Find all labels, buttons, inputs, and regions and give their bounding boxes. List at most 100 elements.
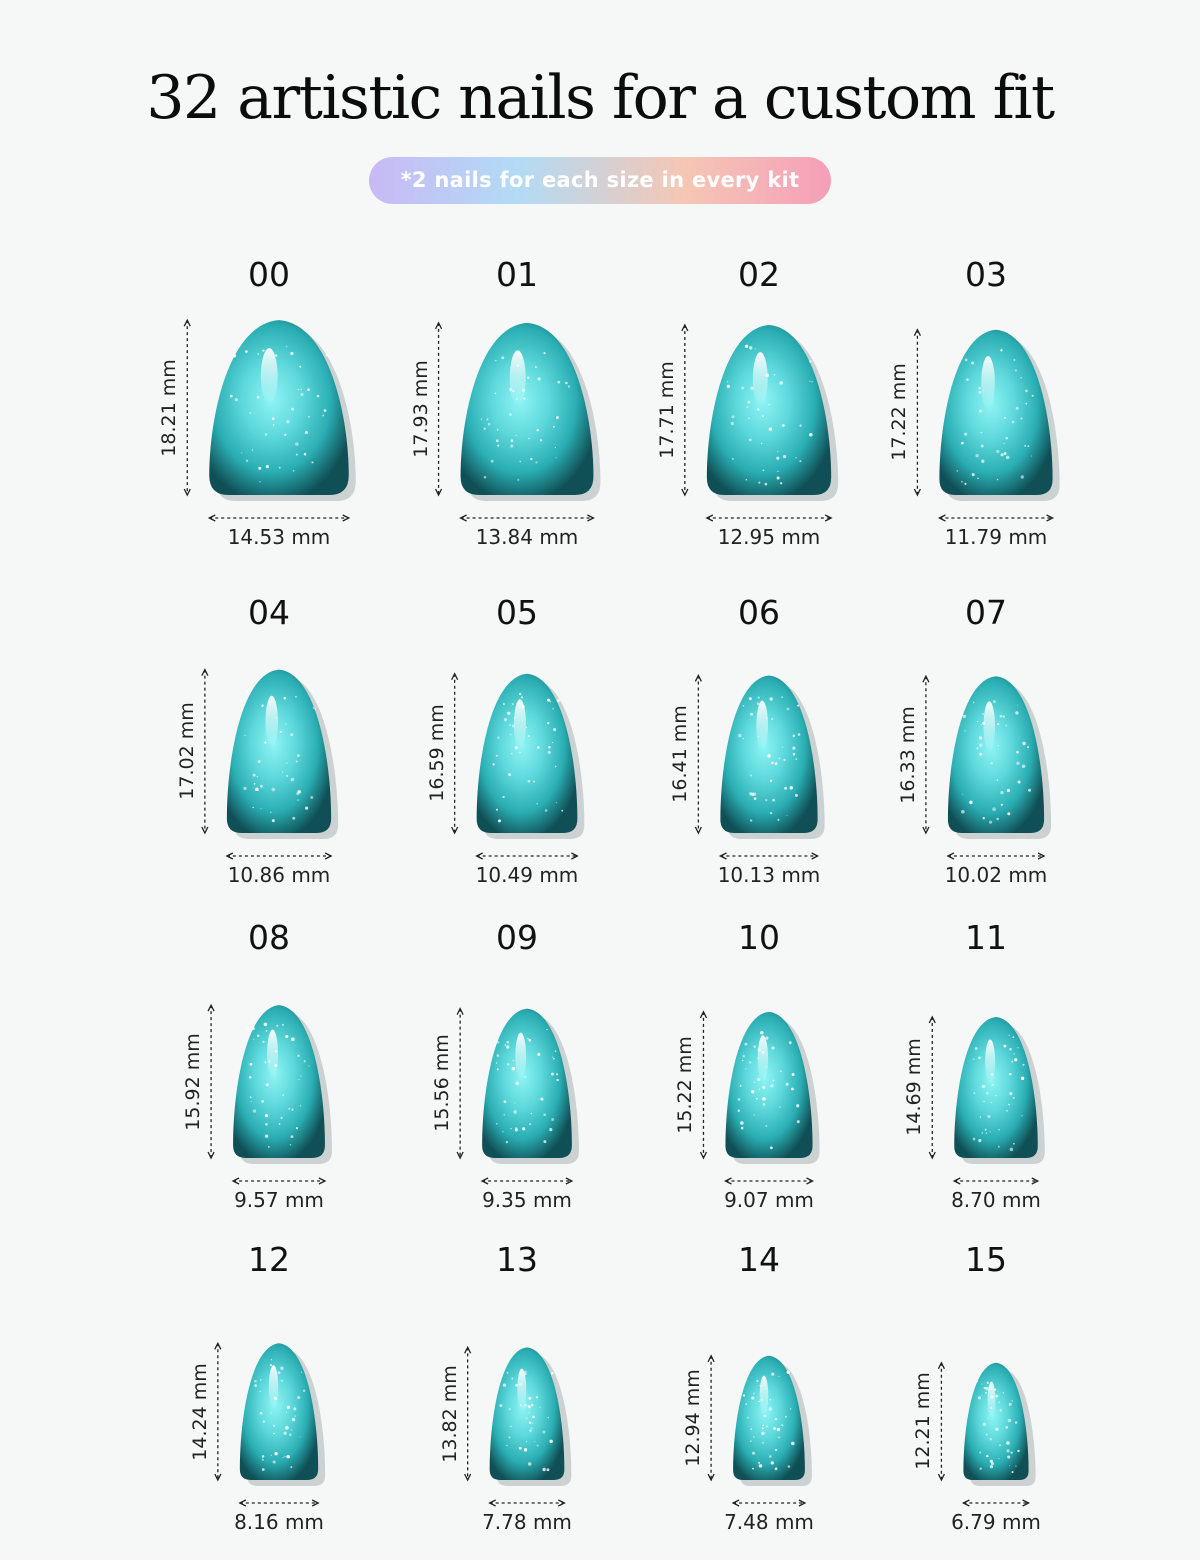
arrow-left-icon bbox=[705, 514, 714, 522]
nail-highlight bbox=[757, 1035, 769, 1083]
arrow-left-icon bbox=[231, 1177, 240, 1185]
arrow-down-icon bbox=[183, 488, 191, 497]
nail-size-card: 02 17.71 mm 12.95 mm bbox=[609, 255, 909, 575]
arrow-down-icon bbox=[922, 826, 930, 835]
arrow-down-icon bbox=[694, 826, 702, 835]
arrow-right-icon bbox=[565, 1177, 574, 1185]
nail-shape bbox=[239, 1343, 319, 1480]
nail-size-card: 03 17.22 mm 11.79 mm bbox=[836, 255, 1136, 575]
nail-length-label: 17.02 mm bbox=[175, 702, 198, 801]
arrow-right-icon bbox=[798, 1499, 807, 1507]
nail-size-number: 11 bbox=[965, 918, 1007, 957]
arrow-down-icon bbox=[913, 488, 921, 497]
arrow-right-icon bbox=[806, 1177, 814, 1185]
arrow-up-icon bbox=[937, 1361, 945, 1370]
nail-highlight bbox=[981, 356, 995, 410]
arrow-right-icon bbox=[311, 1499, 320, 1507]
nail-highlight bbox=[752, 352, 768, 407]
nail-size-card: 09 15.56 mm 9.35 mm bbox=[367, 918, 667, 1238]
nail-size-number: 09 bbox=[496, 918, 538, 957]
arrow-up-icon bbox=[707, 1354, 715, 1363]
nail-width-label: 9.07 mm bbox=[724, 1188, 814, 1212]
nail-length-label: 14.24 mm bbox=[188, 1362, 211, 1461]
nail-size-card: 01 17.93 mm 13.84 mm bbox=[367, 255, 667, 575]
glitter-sparkles bbox=[956, 349, 1036, 485]
glitter-sparkles bbox=[229, 345, 329, 483]
nail-size-number: 00 bbox=[248, 255, 290, 294]
nail-width-label: 10.86 mm bbox=[227, 863, 331, 887]
nail-size-card: 07 16.33 mm 10.02 mm bbox=[836, 593, 1136, 913]
nail-highlight bbox=[513, 699, 526, 751]
nail-illustration bbox=[694, 674, 825, 860]
arrow-down-icon bbox=[937, 1473, 945, 1482]
arrow-left-icon bbox=[718, 852, 727, 860]
nail-size-number: 10 bbox=[738, 918, 780, 957]
arrow-up-icon bbox=[464, 1345, 472, 1354]
arrow-left-icon bbox=[225, 852, 234, 860]
arrow-right-icon bbox=[1037, 852, 1046, 860]
glitter-sparkles bbox=[961, 697, 1031, 824]
arrow-up-icon bbox=[451, 672, 459, 681]
nail-illustration bbox=[937, 1361, 1036, 1507]
arrow-down-icon bbox=[707, 1473, 715, 1482]
nail-highlight bbox=[987, 1381, 996, 1420]
nail-size-card: 14 12.94 mm 7.48 mm bbox=[609, 1240, 909, 1560]
nail-size-number: 02 bbox=[738, 255, 780, 294]
nail-length-label: 15.92 mm bbox=[182, 1032, 205, 1131]
nail-illustration bbox=[434, 321, 601, 522]
arrow-up-icon bbox=[456, 1007, 464, 1015]
nail-length-label: 15.56 mm bbox=[431, 1034, 454, 1133]
arrow-up-icon bbox=[913, 328, 921, 336]
arrow-right-icon bbox=[1046, 514, 1055, 522]
nail-shape bbox=[725, 1011, 813, 1158]
nail-width-label: 7.48 mm bbox=[724, 1510, 814, 1534]
arrow-up-icon bbox=[434, 321, 443, 330]
nail-width-label: 9.57 mm bbox=[234, 1188, 324, 1212]
nail-length-label: 14.69 mm bbox=[903, 1038, 926, 1137]
kit-info-badge: *2 nails for each size in every kit bbox=[369, 157, 831, 204]
arrow-up-icon bbox=[699, 1010, 708, 1019]
arrow-left-icon bbox=[937, 514, 946, 522]
nail-shape bbox=[939, 329, 1053, 495]
arrow-up-icon bbox=[207, 1003, 215, 1012]
arrow-down-icon bbox=[214, 1473, 222, 1482]
nail-size-number: 03 bbox=[965, 255, 1007, 294]
glitter-sparkles bbox=[976, 1380, 1020, 1474]
nail-length-label: 15.22 mm bbox=[674, 1036, 697, 1134]
arrow-right-icon bbox=[1031, 1177, 1040, 1185]
arrow-right-icon bbox=[824, 514, 833, 522]
arrow-left-icon bbox=[207, 514, 216, 522]
nail-shape bbox=[209, 320, 349, 495]
nail-shape bbox=[706, 324, 832, 495]
nail-size-card: 15 12.21 mm 6.79 mm bbox=[836, 1240, 1136, 1560]
arrow-down-icon bbox=[464, 1473, 472, 1482]
nail-size-card: 06 16.41 mm 10.13 mm bbox=[609, 593, 909, 913]
glitter-sparkles bbox=[738, 696, 801, 822]
nail-size-card: 08 15.92 mm 9.57 mm bbox=[119, 918, 419, 1238]
nail-highlight bbox=[268, 1365, 279, 1409]
nail-illustration bbox=[913, 328, 1060, 522]
arrow-up-icon bbox=[201, 668, 209, 676]
arrow-right-icon bbox=[811, 852, 820, 860]
nail-illustration bbox=[464, 1345, 572, 1507]
nail-width-label: 8.16 mm bbox=[234, 1510, 324, 1534]
nail-size-card: 04 17.02 mm 10.86 mm bbox=[119, 593, 419, 913]
glitter-sparkles bbox=[972, 1034, 1025, 1152]
nail-size-number: 04 bbox=[248, 593, 290, 632]
nail-size-number: 08 bbox=[248, 918, 290, 957]
arrow-down-icon bbox=[699, 1151, 708, 1160]
nail-width-label: 10.49 mm bbox=[475, 863, 579, 887]
arrow-down-icon bbox=[434, 488, 443, 497]
nail-length-label: 16.41 mm bbox=[669, 705, 692, 803]
nail-highlight bbox=[260, 348, 278, 405]
nail-illustration bbox=[681, 323, 839, 522]
nail-highlight bbox=[509, 350, 526, 406]
nail-highlight bbox=[265, 695, 278, 749]
nail-width-label: 9.35 mm bbox=[482, 1188, 572, 1212]
nail-shape bbox=[954, 1016, 1038, 1158]
glitter-sparkles bbox=[492, 692, 564, 823]
arrow-right-icon bbox=[318, 1177, 327, 1185]
arrow-left-icon bbox=[724, 1177, 732, 1185]
nail-highlight bbox=[515, 1032, 527, 1081]
nail-size-number: 06 bbox=[738, 593, 780, 632]
